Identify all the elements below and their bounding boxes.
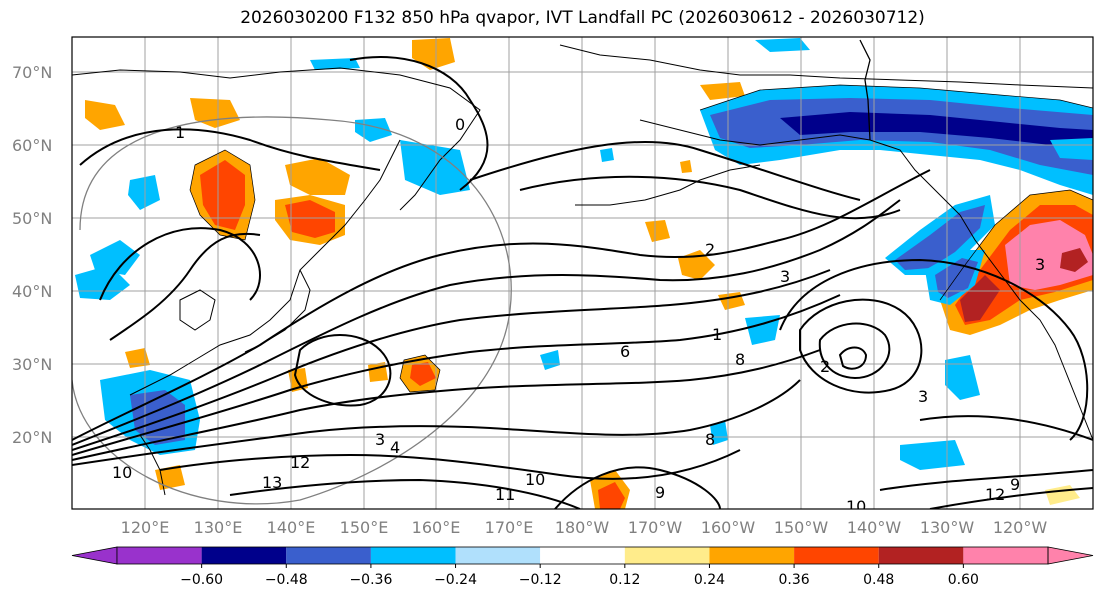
contour-label: 1 [712, 325, 722, 344]
lat-label: 30°N [12, 355, 52, 374]
contour-label: 10 [112, 463, 132, 482]
ivt-contours [72, 56, 1093, 509]
contour-label: 9 [655, 483, 665, 502]
lon-label: 170°E [485, 518, 534, 537]
map-title: 2026030200 F132 850 hPa qvapor, IVT Land… [240, 8, 925, 28]
colorbar-tick-label: −0.12 [519, 572, 562, 588]
lon-label: 170°W [628, 518, 683, 537]
contour-label: 12 [290, 453, 310, 472]
lon-label: 160°E [412, 518, 461, 537]
lon-label: 120°E [121, 518, 170, 537]
colorbar-tick-label: −0.36 [349, 572, 392, 588]
colorbar-tick-label: 0.48 [863, 572, 894, 588]
contour-label: 2 [705, 240, 715, 259]
contour-labels: 0 1 1 2 2 3 3 3 6 8 10 10 11 12 13 9 12 … [112, 115, 1045, 516]
latitude-labels: 70°N 60°N 50°N 40°N 30°N 20°N [12, 63, 52, 447]
lon-label: 150°E [340, 518, 389, 537]
colorbar-tick-label: 0.36 [779, 572, 810, 588]
lon-label: 120°W [993, 518, 1048, 537]
colorbar [71, 546, 1094, 565]
lon-label: 150°W [774, 518, 829, 537]
colorbar-extend-max [1047, 546, 1094, 565]
contour-label: 9 [1010, 475, 1020, 494]
colorbar-segment [878, 547, 964, 564]
colorbar-segment [794, 547, 879, 564]
lon-label: 130°E [194, 518, 243, 537]
contour-label: 13 [262, 473, 282, 492]
lat-label: 50°N [12, 209, 52, 228]
map-content: 0 1 1 2 2 3 3 3 6 8 10 10 11 12 13 9 12 … [72, 37, 1093, 516]
colorbar-tick-label: 0.12 [609, 572, 640, 588]
colorbar-segment [540, 547, 625, 564]
colorbar-tick-label: −0.60 [180, 572, 223, 588]
colorbar-segment [963, 547, 1048, 564]
landfall-circle [72, 116, 512, 505]
colorbar-extend-min [71, 546, 118, 565]
map-frame [71, 36, 1094, 510]
colorbar-tick-label: 0.24 [694, 572, 725, 588]
lat-label: 40°N [12, 282, 52, 301]
colorbar-outline [116, 546, 1049, 565]
contour-label: 2 [820, 357, 830, 376]
contour-label: 12 [985, 485, 1005, 504]
contour-label: 8 [705, 430, 715, 449]
lon-label: 160°W [701, 518, 756, 537]
colorbar-segment [624, 547, 710, 564]
contour-label: 10 [846, 497, 866, 516]
contour-label: 4 [390, 438, 400, 457]
contour-label: 10 [525, 470, 545, 489]
contour-label: 1 [175, 123, 185, 142]
colorbar-segment [709, 547, 795, 564]
colorbar-segment [286, 547, 371, 564]
contour-label: 6 [620, 342, 630, 361]
contour-label: 3 [1035, 255, 1045, 274]
contour-label: 3 [780, 267, 790, 286]
contour-label: 8 [735, 350, 745, 369]
contour-label: 3 [375, 430, 385, 449]
contour-label: 0 [455, 115, 465, 134]
lat-label: 70°N [12, 63, 52, 82]
contour-label: 11 [495, 485, 515, 504]
colorbar-tick-label: −0.48 [265, 572, 308, 588]
negative-shading [75, 38, 1093, 470]
lat-label: 20°N [12, 428, 52, 447]
colorbar-segment [117, 547, 202, 564]
lat-label: 60°N [12, 136, 52, 155]
lon-label: 180°W [555, 518, 610, 537]
gridlines [72, 37, 1093, 509]
colorbar-segment [455, 547, 541, 564]
contour-label: 3 [918, 387, 928, 406]
colorbar-tick-label: −0.24 [434, 572, 477, 588]
lon-label: 140°E [267, 518, 316, 537]
longitude-labels: 120°E 130°E 140°E 150°E 160°E 170°E 180°… [121, 518, 1048, 537]
colorbar-segment [370, 547, 456, 564]
colorbar-ticks: −0.60 −0.48 −0.36 −0.24 −0.12 0.12 0.24 0.36 0.4… [180, 564, 979, 588]
anomaly-outlines [189, 84, 1093, 393]
coastlines [72, 39, 1093, 496]
colorbar-segment [201, 547, 287, 564]
lon-label: 130°W [920, 518, 975, 537]
lon-label: 140°W [847, 518, 902, 537]
colorbar-tick-label: 0.60 [948, 572, 979, 588]
